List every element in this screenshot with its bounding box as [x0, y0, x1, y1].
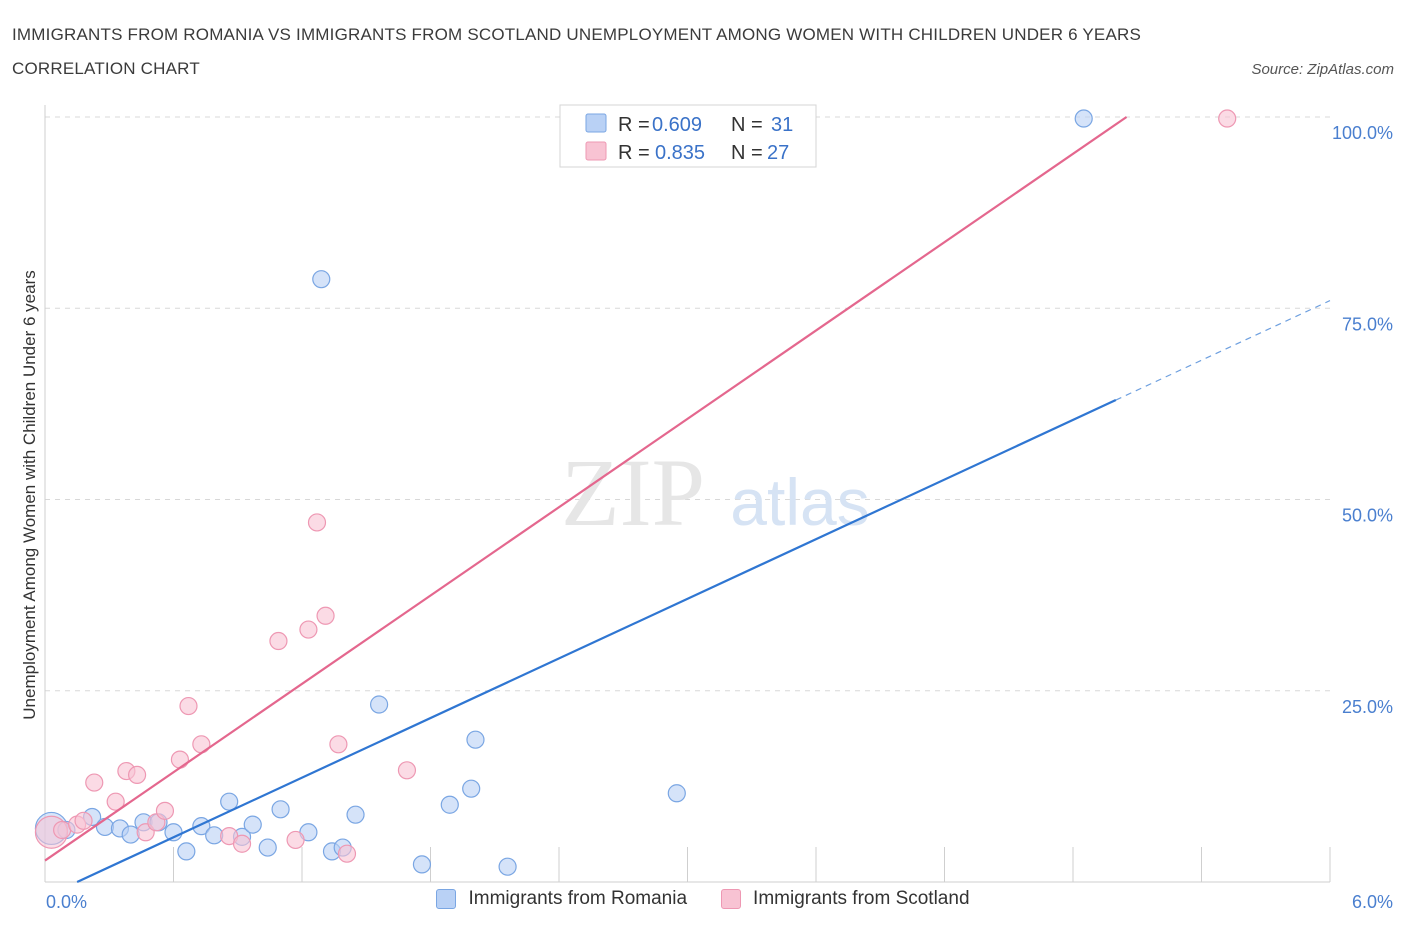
scotland-point — [179, 696, 198, 716]
legend-item-romania[interactable]: Immigrants from Romania — [436, 888, 687, 910]
legend-item-scotland[interactable]: Immigrants from Scotland — [721, 888, 970, 910]
x-tick-label: 0.0% — [46, 892, 87, 912]
romania-point — [271, 800, 290, 819]
scotland-point — [232, 834, 252, 853]
romania-r-value: 0.609 — [652, 114, 702, 136]
scotland-point — [397, 761, 417, 780]
source-label: Source: ZipAtlas.com — [1251, 61, 1394, 78]
y-tick-label: 50.0% — [1342, 506, 1393, 526]
scotland-r-value: 0.835 — [655, 142, 705, 164]
scotland-point — [85, 773, 104, 792]
romania-point — [220, 792, 239, 811]
data-points — [34, 109, 1237, 876]
romania-trend-extension — [1115, 300, 1331, 401]
romania-point — [498, 857, 517, 876]
scotland-point — [155, 801, 175, 820]
scotland-point — [1218, 109, 1237, 128]
legend-label-romania: Immigrants from Romania — [468, 888, 688, 909]
watermark-atlas: atlas — [730, 465, 869, 539]
romania-n-value: 31 — [771, 114, 793, 136]
y-axis-label: Unemployment Among Women with Children U… — [20, 270, 39, 719]
romania-point — [466, 730, 485, 749]
chart-title: IMMIGRANTS FROM ROMANIA VS IMMIGRANTS FR… — [12, 25, 1142, 78]
romania-point — [412, 855, 432, 874]
scotland-point — [307, 513, 327, 532]
romania-swatch — [436, 889, 457, 909]
scotland-n-value: 27 — [767, 142, 789, 164]
scotland-r-label: R = — [618, 142, 650, 164]
romania-point — [95, 817, 115, 837]
scotland-point — [106, 792, 125, 811]
scotland-point — [170, 750, 190, 769]
y-tick-label: 100.0% — [1332, 123, 1393, 143]
scotland-swatch — [721, 889, 742, 909]
grid-lines — [45, 116, 1330, 692]
romania-point — [667, 784, 686, 803]
romania-trend-line — [76, 399, 1117, 883]
scotland-trend-line — [44, 116, 1128, 862]
romania-n-label: N = — [731, 114, 763, 136]
scotland-n-label: N = — [731, 142, 763, 164]
scotland-point — [286, 830, 305, 850]
romania-point — [312, 270, 331, 289]
y-tick-label: 75.0% — [1342, 314, 1393, 334]
y-tick-label: 25.0% — [1342, 697, 1393, 717]
romania-point — [177, 842, 196, 861]
stats-legend: R = 0.609 N = 31 R = 0.835 N = 27 — [559, 104, 817, 168]
romania-point — [370, 695, 389, 714]
series-legend: Immigrants from Romania Immigrants from … — [0, 888, 1406, 910]
romania-point — [258, 838, 277, 857]
romania-point — [1074, 109, 1093, 128]
romania-point — [440, 795, 459, 814]
scotland-point — [337, 844, 357, 863]
scotland-point — [299, 620, 318, 639]
romania-r-label: R = — [618, 114, 650, 136]
tick-labels: 25.0% 50.0% 75.0% 100.0% 0.0% 6.0% — [46, 123, 1393, 912]
legend-label-scotland: Immigrants from Scotland — [753, 888, 970, 909]
romania-stats-swatch — [585, 113, 607, 133]
romania-point — [346, 805, 365, 824]
scotland-point — [74, 811, 93, 830]
scotland-point — [316, 606, 335, 625]
trend-lines — [44, 116, 1331, 883]
x-tick-label: 6.0% — [1352, 892, 1393, 912]
romania-point — [462, 779, 481, 798]
romania-point — [121, 825, 140, 844]
scotland-point — [127, 765, 147, 785]
scotland-point — [269, 631, 288, 651]
watermark: ZIP atlas — [561, 439, 870, 546]
scotland-point — [329, 735, 348, 754]
scotland-stats-swatch — [585, 141, 607, 161]
romania-point — [243, 815, 262, 834]
